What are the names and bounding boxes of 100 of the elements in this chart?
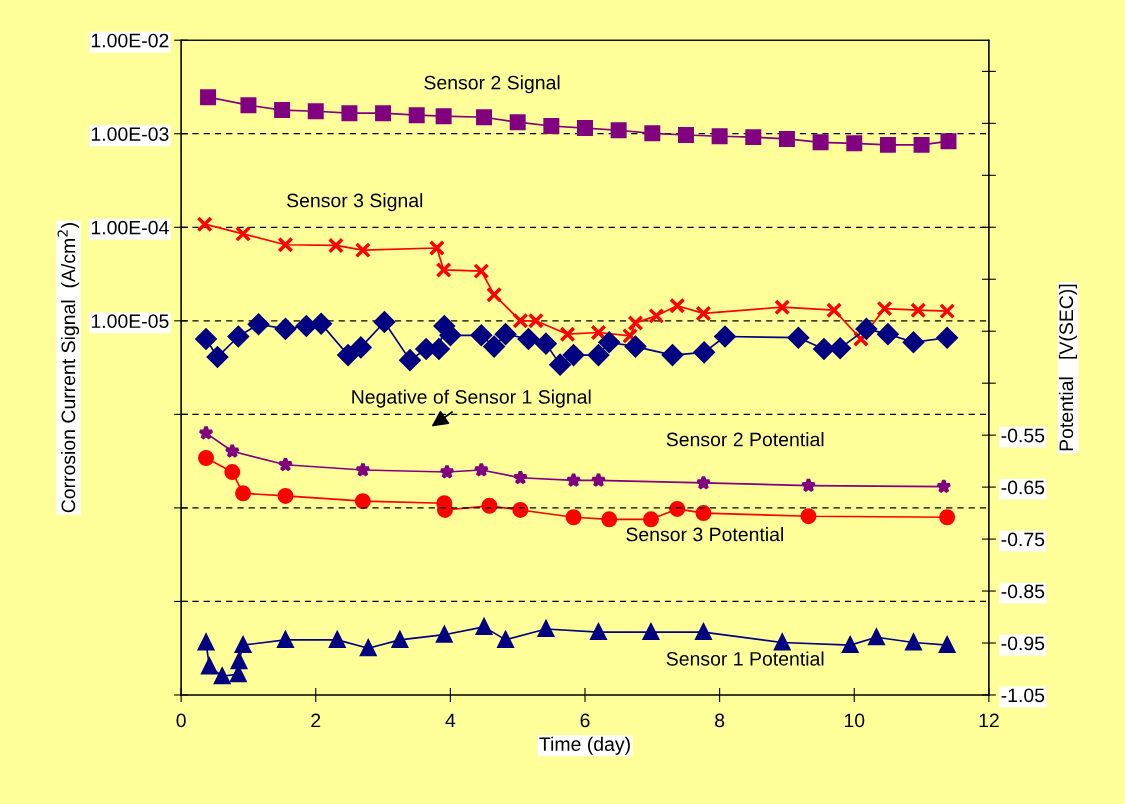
y-tick-label: 1.00E-04: [91, 220, 169, 235]
y2-tick-label: -0.65: [1001, 480, 1045, 495]
point: [879, 136, 896, 153]
point: [669, 297, 686, 314]
point: [627, 314, 644, 331]
x-tick-label: 8: [715, 713, 725, 728]
point: [206, 346, 229, 368]
point: [235, 225, 252, 242]
point: [483, 336, 505, 358]
point: [354, 242, 371, 259]
y2-tick-label: -0.75: [1001, 532, 1045, 547]
point: [435, 108, 452, 125]
y2-tick-label: -0.85: [1001, 584, 1045, 599]
point: [549, 354, 571, 376]
point: [408, 107, 425, 124]
point: [439, 324, 461, 346]
point: [939, 303, 956, 320]
point: [562, 344, 585, 366]
point: [274, 102, 291, 119]
point: [598, 331, 620, 353]
y2-tick-label: -1.05: [1001, 688, 1045, 703]
y2-tick-label: -0.55: [1001, 428, 1045, 443]
y2-axis-title: Potential [V(SEC)]: [1058, 284, 1078, 451]
point: [622, 327, 639, 344]
point: [240, 97, 257, 114]
point: [470, 324, 492, 346]
point: [877, 323, 899, 345]
x-tick-label: 12: [979, 713, 999, 728]
point: [693, 341, 715, 363]
point: [940, 133, 957, 150]
point: [196, 216, 213, 233]
y2-tick-label: -0.95: [1001, 636, 1045, 651]
series-label: Sensor 3 Potential: [626, 527, 783, 542]
point: [910, 302, 927, 319]
point: [509, 114, 526, 131]
x-tick-label: 4: [445, 713, 456, 728]
point: [543, 118, 560, 134]
point: [590, 324, 607, 341]
point: [310, 313, 332, 335]
point: [494, 323, 517, 345]
point: [227, 325, 249, 348]
point: [399, 349, 421, 371]
point: [711, 128, 728, 145]
point: [587, 344, 610, 366]
point: [902, 331, 925, 353]
y-tick-label: 1.00E-03: [91, 127, 169, 141]
point: [745, 129, 762, 146]
point: [876, 300, 893, 317]
point: [846, 135, 863, 152]
point: [577, 120, 593, 137]
x-tick-label: 10: [844, 713, 865, 728]
point: [774, 299, 791, 316]
point: [247, 313, 270, 335]
x-axis-title: Time (day): [539, 736, 630, 755]
point: [778, 130, 795, 147]
point: [200, 89, 217, 106]
point: [813, 338, 835, 360]
y-tick-label: 1.00E-02: [91, 33, 169, 48]
point: [855, 318, 877, 340]
point: [274, 318, 297, 340]
series-label: Sensor 2 Signal: [424, 75, 560, 94]
point: [473, 263, 490, 280]
point: [913, 136, 930, 153]
point: [435, 261, 452, 278]
point: [829, 337, 851, 359]
point: [373, 311, 395, 333]
point: [826, 302, 843, 319]
point: [610, 122, 627, 139]
point: [517, 328, 540, 350]
point: [341, 105, 358, 122]
point: [677, 126, 694, 143]
point: [852, 330, 869, 347]
point: [195, 328, 217, 350]
point: [714, 325, 736, 348]
point: [936, 327, 958, 349]
series-label: Negative of Sensor 1 Signal: [352, 389, 591, 408]
point: [559, 326, 576, 343]
point: [812, 134, 829, 151]
series-label: Sensor 2 Potential: [666, 432, 824, 447]
point: [787, 327, 809, 349]
point: [695, 305, 712, 322]
point: [428, 240, 445, 257]
point: [375, 105, 392, 122]
point: [476, 109, 493, 126]
x-tick-label: 2: [311, 713, 321, 728]
point: [350, 336, 372, 358]
point: [648, 307, 665, 324]
point: [277, 236, 294, 253]
point: [486, 286, 503, 303]
series-label: Sensor 3 Signal: [287, 193, 423, 212]
point: [644, 125, 661, 142]
y-axis-title: Corrosion Current Signal (A/cm$^{2}$): [57, 223, 80, 513]
point: [661, 344, 684, 366]
point: [307, 103, 324, 120]
x-tick-label: 6: [580, 713, 590, 728]
point: [535, 333, 557, 355]
series-label: Sensor 1 Potential: [666, 651, 824, 666]
y-tick-label: 1.00E-05: [91, 314, 169, 329]
point: [337, 344, 359, 366]
point: [327, 237, 344, 254]
